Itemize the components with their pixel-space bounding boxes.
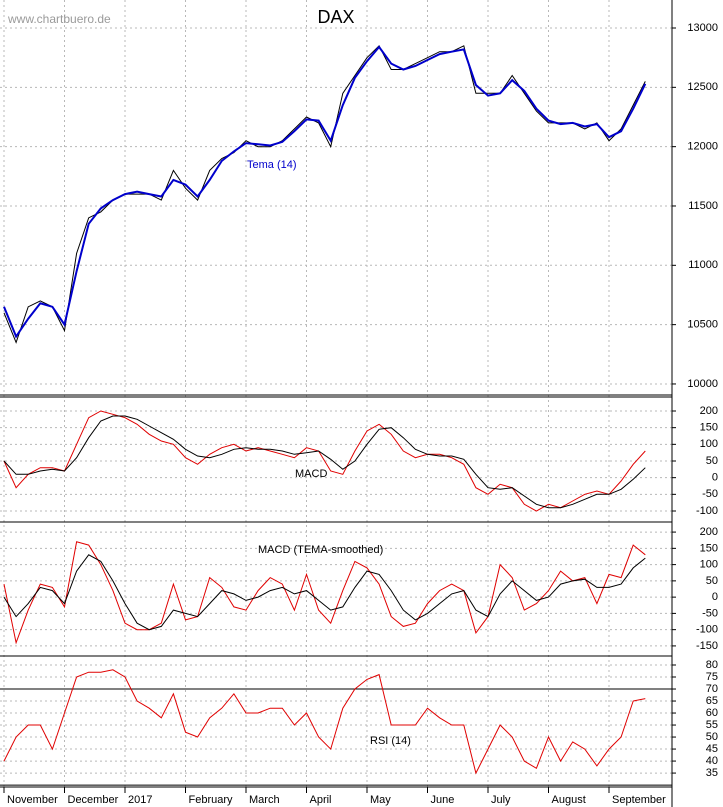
x-tick-label: 2017: [128, 794, 152, 806]
y-tick-label: -50: [702, 607, 718, 619]
y-tick-label: 60: [706, 707, 718, 719]
y-tick-label: 50: [706, 455, 718, 467]
y-tick-label: -100: [696, 505, 718, 517]
y-tick-label: -50: [702, 488, 718, 500]
x-tick-label: March: [249, 794, 280, 806]
y-tick-label: -100: [696, 624, 718, 636]
y-tick-label: 75: [706, 671, 718, 683]
panel-title: RSI (14): [370, 735, 411, 747]
y-tick-label: 70: [706, 683, 718, 695]
x-tick-label: November: [7, 794, 58, 806]
y-tick-label: 100: [700, 559, 718, 571]
y-tick-label: 65: [706, 695, 718, 707]
panel-title: MACD: [295, 468, 327, 480]
series-line: [3, 554, 646, 631]
y-tick-label: 13000: [687, 22, 718, 34]
series-label: Tema (14): [247, 159, 297, 171]
y-tick-label: 50: [706, 575, 718, 587]
y-tick-label: 150: [700, 542, 718, 554]
y-tick-label: 150: [700, 422, 718, 434]
y-tick-label: 200: [700, 405, 718, 417]
y-tick-label: 10000: [687, 378, 718, 390]
y-tick-label: 0: [712, 472, 718, 484]
y-tick-label: 0: [712, 591, 718, 603]
y-tick-label: 11000: [688, 259, 718, 271]
series-line: [3, 45, 647, 339]
x-tick-label: September: [612, 794, 666, 806]
y-tick-label: 11500: [688, 200, 718, 212]
x-tick-label: April: [310, 794, 332, 806]
y-tick-label: 45: [706, 743, 718, 755]
y-tick-label: -150: [696, 640, 718, 652]
chart-title: DAX: [317, 7, 354, 27]
y-tick-label: 100: [700, 438, 718, 450]
y-tick-label: 35: [706, 767, 718, 779]
x-tick-label: August: [552, 794, 586, 806]
panel-title: MACD (TEMA-smoothed): [258, 544, 383, 556]
series-line: [3, 669, 646, 775]
x-tick-label: December: [68, 794, 119, 806]
x-tick-label: July: [491, 794, 511, 806]
y-tick-label: 80: [706, 659, 718, 671]
y-tick-label: 10500: [687, 319, 718, 331]
y-tick-label: 200: [700, 526, 718, 538]
series-line: [3, 410, 646, 512]
y-tick-label: 12500: [687, 81, 718, 93]
x-tick-label: May: [370, 794, 391, 806]
x-tick-label: June: [431, 794, 455, 806]
series-line: [3, 415, 646, 509]
x-tick-label: February: [189, 794, 234, 806]
y-tick-label: 50: [706, 731, 718, 743]
y-tick-label: 55: [706, 719, 718, 731]
y-tick-label: 12000: [687, 141, 718, 153]
y-tick-label: 40: [706, 755, 718, 767]
series-line: [3, 541, 646, 645]
watermark: www.chartbuero.de: [7, 12, 111, 26]
